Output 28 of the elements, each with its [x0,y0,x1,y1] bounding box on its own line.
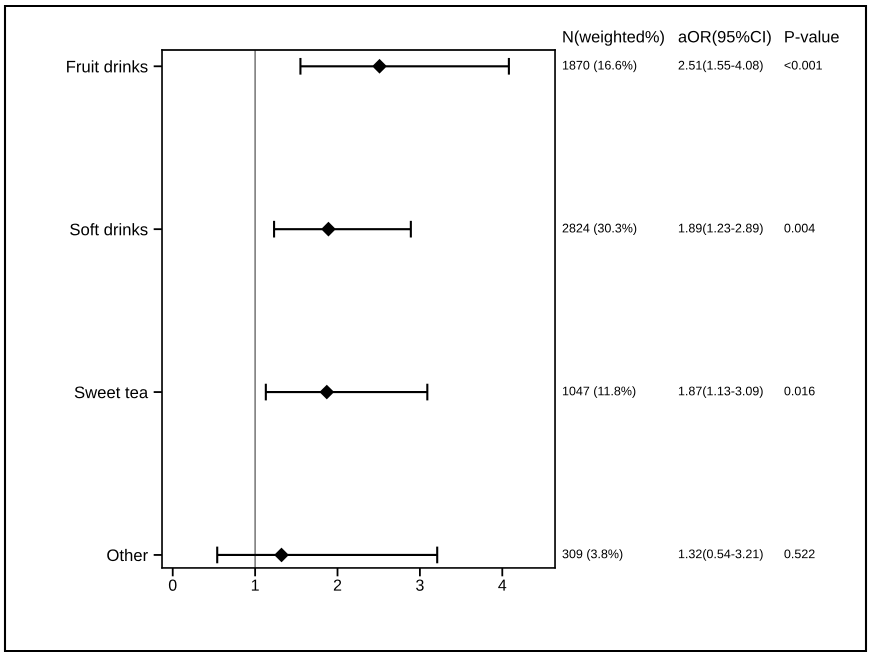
text: 0.004 [784,224,815,233]
point [372,59,387,74]
x-tick-label: 0 [168,580,177,591]
data-label: 2.51(1.55-4.08) [678,60,763,72]
point [320,384,334,400]
text: 1870 (16.6%) [562,60,636,72]
point [321,222,336,236]
x-tick-label: 2 [334,580,342,591]
x-tick-label: 4 [498,580,506,591]
text: N(weighted%) [563,30,664,46]
text: aOR(95%CI) [678,30,771,46]
y-tick-label: Other [107,548,148,562]
text: 1047 (11.8%) [562,386,636,398]
y-tick-label: Soft drinks [70,223,148,236]
data-label: 1.87(1.13-3.09) [678,386,763,398]
text: 0.522 [784,549,815,558]
x-tick-label: 1 [252,580,259,591]
y-tick-label: Sweet tea [74,386,148,398]
text: 2824 (30.3%) [562,223,636,235]
text: 309 (3.8%) [562,549,622,561]
text: P-value [785,30,839,43]
y-tick-label: Fruit drinks [67,60,148,72]
text: <0.001 [784,60,822,70]
point [274,548,289,562]
text: 0.016 [784,386,815,396]
x-tick-label: 3 [416,580,424,591]
data-label: 1.89(1.23-2.89) [678,223,763,235]
data-label: 1.32(0.54-3.21) [678,549,763,561]
